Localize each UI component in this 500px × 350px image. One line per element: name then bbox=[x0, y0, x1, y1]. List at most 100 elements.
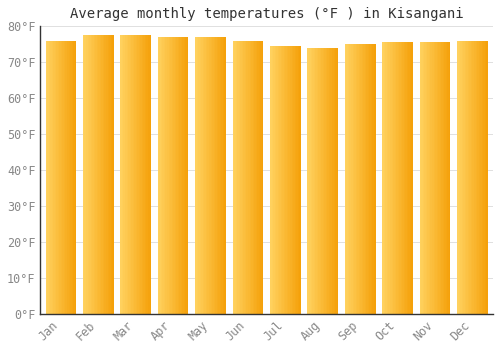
Bar bbox=[290, 46, 292, 314]
Bar bbox=[46, 41, 47, 314]
Bar bbox=[242, 41, 244, 314]
Bar bbox=[441, 42, 442, 314]
Bar bbox=[471, 41, 472, 314]
Bar bbox=[308, 48, 309, 314]
Bar bbox=[84, 35, 86, 314]
Bar bbox=[100, 35, 102, 314]
Bar bbox=[315, 48, 316, 314]
Bar bbox=[72, 41, 73, 314]
Bar bbox=[148, 35, 150, 314]
Bar bbox=[294, 46, 296, 314]
Bar bbox=[47, 41, 48, 314]
Bar bbox=[466, 41, 468, 314]
Bar bbox=[486, 41, 488, 314]
Bar bbox=[329, 48, 330, 314]
Bar bbox=[442, 42, 444, 314]
Bar bbox=[94, 35, 95, 314]
Bar bbox=[209, 37, 210, 314]
Bar bbox=[98, 35, 100, 314]
Bar bbox=[125, 35, 126, 314]
Bar bbox=[362, 44, 364, 314]
Bar bbox=[312, 48, 314, 314]
Bar bbox=[64, 41, 66, 314]
Bar bbox=[274, 46, 276, 314]
Bar bbox=[386, 42, 387, 314]
Bar bbox=[384, 42, 386, 314]
Bar bbox=[356, 44, 357, 314]
Bar bbox=[272, 46, 273, 314]
Bar bbox=[387, 42, 388, 314]
Bar bbox=[484, 41, 486, 314]
Bar bbox=[358, 44, 360, 314]
Bar bbox=[181, 37, 182, 314]
Bar bbox=[222, 37, 223, 314]
Bar bbox=[224, 37, 226, 314]
Bar bbox=[134, 35, 136, 314]
Bar bbox=[365, 44, 366, 314]
Bar bbox=[237, 41, 239, 314]
Bar bbox=[258, 41, 260, 314]
Bar bbox=[364, 44, 365, 314]
Bar bbox=[276, 46, 278, 314]
Bar bbox=[350, 44, 351, 314]
Bar bbox=[130, 35, 131, 314]
Bar bbox=[382, 42, 384, 314]
Bar bbox=[292, 46, 293, 314]
Bar bbox=[48, 41, 50, 314]
Bar bbox=[103, 35, 104, 314]
Bar bbox=[435, 42, 436, 314]
Bar bbox=[326, 48, 328, 314]
Bar bbox=[330, 48, 332, 314]
Bar bbox=[214, 37, 215, 314]
Bar bbox=[202, 37, 203, 314]
Bar bbox=[446, 42, 448, 314]
Bar bbox=[89, 35, 90, 314]
Bar bbox=[251, 41, 252, 314]
Bar bbox=[398, 42, 399, 314]
Bar bbox=[280, 46, 281, 314]
Bar bbox=[182, 37, 184, 314]
Bar bbox=[472, 41, 474, 314]
Bar bbox=[95, 35, 97, 314]
Bar bbox=[144, 35, 145, 314]
Bar bbox=[53, 41, 54, 314]
Bar bbox=[220, 37, 222, 314]
Bar bbox=[136, 35, 138, 314]
Bar bbox=[420, 42, 422, 314]
Bar bbox=[200, 37, 202, 314]
Bar bbox=[164, 37, 166, 314]
Bar bbox=[278, 46, 280, 314]
Bar bbox=[476, 41, 477, 314]
Bar bbox=[198, 37, 200, 314]
Bar bbox=[410, 42, 412, 314]
Bar bbox=[173, 37, 174, 314]
Bar bbox=[480, 41, 482, 314]
Bar bbox=[328, 48, 329, 314]
Bar bbox=[203, 37, 204, 314]
Bar bbox=[70, 41, 71, 314]
Bar bbox=[426, 42, 428, 314]
Bar bbox=[240, 41, 242, 314]
Bar bbox=[448, 42, 449, 314]
Bar bbox=[108, 35, 109, 314]
Bar bbox=[56, 41, 58, 314]
Bar bbox=[167, 37, 168, 314]
Bar bbox=[316, 48, 318, 314]
Bar bbox=[252, 41, 254, 314]
Bar bbox=[483, 41, 484, 314]
Bar bbox=[106, 35, 108, 314]
Bar bbox=[60, 41, 61, 314]
Bar bbox=[332, 48, 334, 314]
Bar bbox=[320, 48, 322, 314]
Bar bbox=[146, 35, 148, 314]
Bar bbox=[474, 41, 476, 314]
Bar bbox=[86, 35, 88, 314]
Bar bbox=[206, 37, 208, 314]
Bar bbox=[90, 35, 92, 314]
Bar bbox=[216, 37, 218, 314]
Bar bbox=[404, 42, 406, 314]
Bar bbox=[109, 35, 110, 314]
Bar bbox=[284, 46, 286, 314]
Bar bbox=[124, 35, 125, 314]
Bar bbox=[322, 48, 323, 314]
